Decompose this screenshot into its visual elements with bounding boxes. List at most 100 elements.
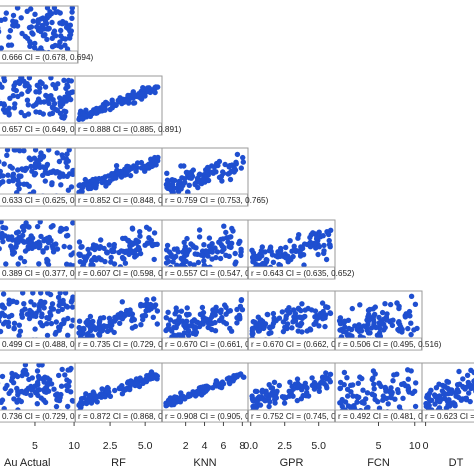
data-point [182, 179, 188, 186]
data-point [371, 381, 377, 387]
data-point [223, 311, 229, 317]
data-point [426, 396, 432, 402]
data-point [413, 380, 419, 386]
data-point [301, 262, 307, 267]
data-point [405, 383, 411, 389]
data-point [0, 328, 4, 335]
data-point [37, 241, 43, 248]
data-point [191, 317, 197, 323]
data-point [300, 392, 306, 399]
data-point [39, 80, 45, 87]
x-tick-label: 6 [221, 440, 227, 452]
data-point [38, 233, 44, 240]
correlation-label: 0.389 CI = (0.377, 0.402) [2, 269, 94, 278]
data-point [305, 305, 311, 312]
data-point [151, 230, 158, 236]
data-point [290, 386, 297, 392]
data-point [460, 384, 466, 390]
data-point [38, 150, 44, 156]
data-point [55, 397, 61, 403]
data-point [206, 235, 213, 241]
data-point [436, 405, 443, 410]
data-point [66, 148, 72, 153]
panel-Au Actual-vs-Au Actual: 0.666 CI = (0.678, 0.694) [0, 5, 94, 64]
correlation-box [335, 337, 422, 351]
data-point [341, 369, 348, 376]
data-point [0, 179, 6, 185]
data-point [122, 312, 128, 319]
data-point [62, 42, 68, 48]
data-point [296, 232, 302, 238]
data-point [8, 42, 15, 48]
data-point [0, 45, 4, 51]
data-point [376, 381, 383, 387]
data-point [227, 380, 233, 387]
correlation-label: r = 0.759 CI = (0.753, 0.765) [165, 196, 269, 205]
data-point [193, 325, 199, 331]
x-tick-label: 2.5 [277, 440, 292, 452]
data-point [125, 168, 131, 174]
data-point [10, 373, 16, 379]
data-point [9, 298, 15, 305]
data-point [78, 244, 84, 250]
data-point [164, 170, 170, 176]
data-point [125, 92, 131, 99]
data-point [354, 326, 360, 333]
data-point [120, 235, 126, 242]
data-point [178, 308, 185, 314]
panel-GPR-vs-RF: r = 0.607 CI = (0.598, 0.616) [74, 219, 182, 280]
data-point [359, 375, 365, 382]
data-point [28, 24, 35, 30]
data-point [138, 322, 144, 328]
data-point [68, 252, 74, 258]
data-point [99, 177, 105, 183]
data-point [287, 238, 293, 244]
data-point [240, 159, 246, 165]
data-point [124, 98, 131, 104]
data-point [164, 177, 171, 183]
data-point [203, 169, 209, 175]
data-point [455, 394, 462, 401]
data-point [163, 315, 169, 321]
data-point [39, 376, 46, 382]
data-point [241, 374, 247, 380]
data-point [154, 373, 160, 379]
data-point [15, 93, 21, 100]
data-point [312, 314, 318, 320]
correlation-label: r = 0.908 CI = (0.905, 0.910) [165, 412, 269, 421]
data-point [32, 243, 38, 250]
data-point [65, 315, 71, 322]
data-point [408, 331, 414, 338]
data-point [183, 169, 190, 176]
data-point [138, 301, 144, 308]
data-point [1, 161, 7, 167]
data-point [232, 375, 238, 381]
data-point [127, 309, 133, 316]
correlation-label: 0.633 CI = (0.625, 0.642) [2, 196, 94, 205]
data-point [142, 168, 148, 174]
data-point [315, 251, 321, 258]
data-point [59, 366, 65, 373]
data-point [60, 300, 66, 307]
data-point [45, 239, 52, 246]
data-point [267, 399, 273, 405]
data-point [259, 389, 265, 395]
data-point [98, 391, 104, 397]
data-point [63, 85, 69, 92]
data-point [372, 304, 378, 310]
data-point [117, 264, 124, 267]
data-point [107, 393, 114, 399]
data-point [69, 9, 75, 15]
data-point [133, 247, 140, 253]
data-point [186, 182, 192, 188]
data-point [277, 253, 283, 259]
data-point [412, 301, 419, 307]
data-point [464, 372, 471, 378]
data-point [17, 328, 24, 334]
data-point [111, 101, 117, 107]
data-point [4, 148, 11, 153]
data-point [320, 315, 327, 321]
data-point [18, 255, 24, 261]
points-group [337, 367, 419, 410]
data-point [24, 371, 30, 377]
